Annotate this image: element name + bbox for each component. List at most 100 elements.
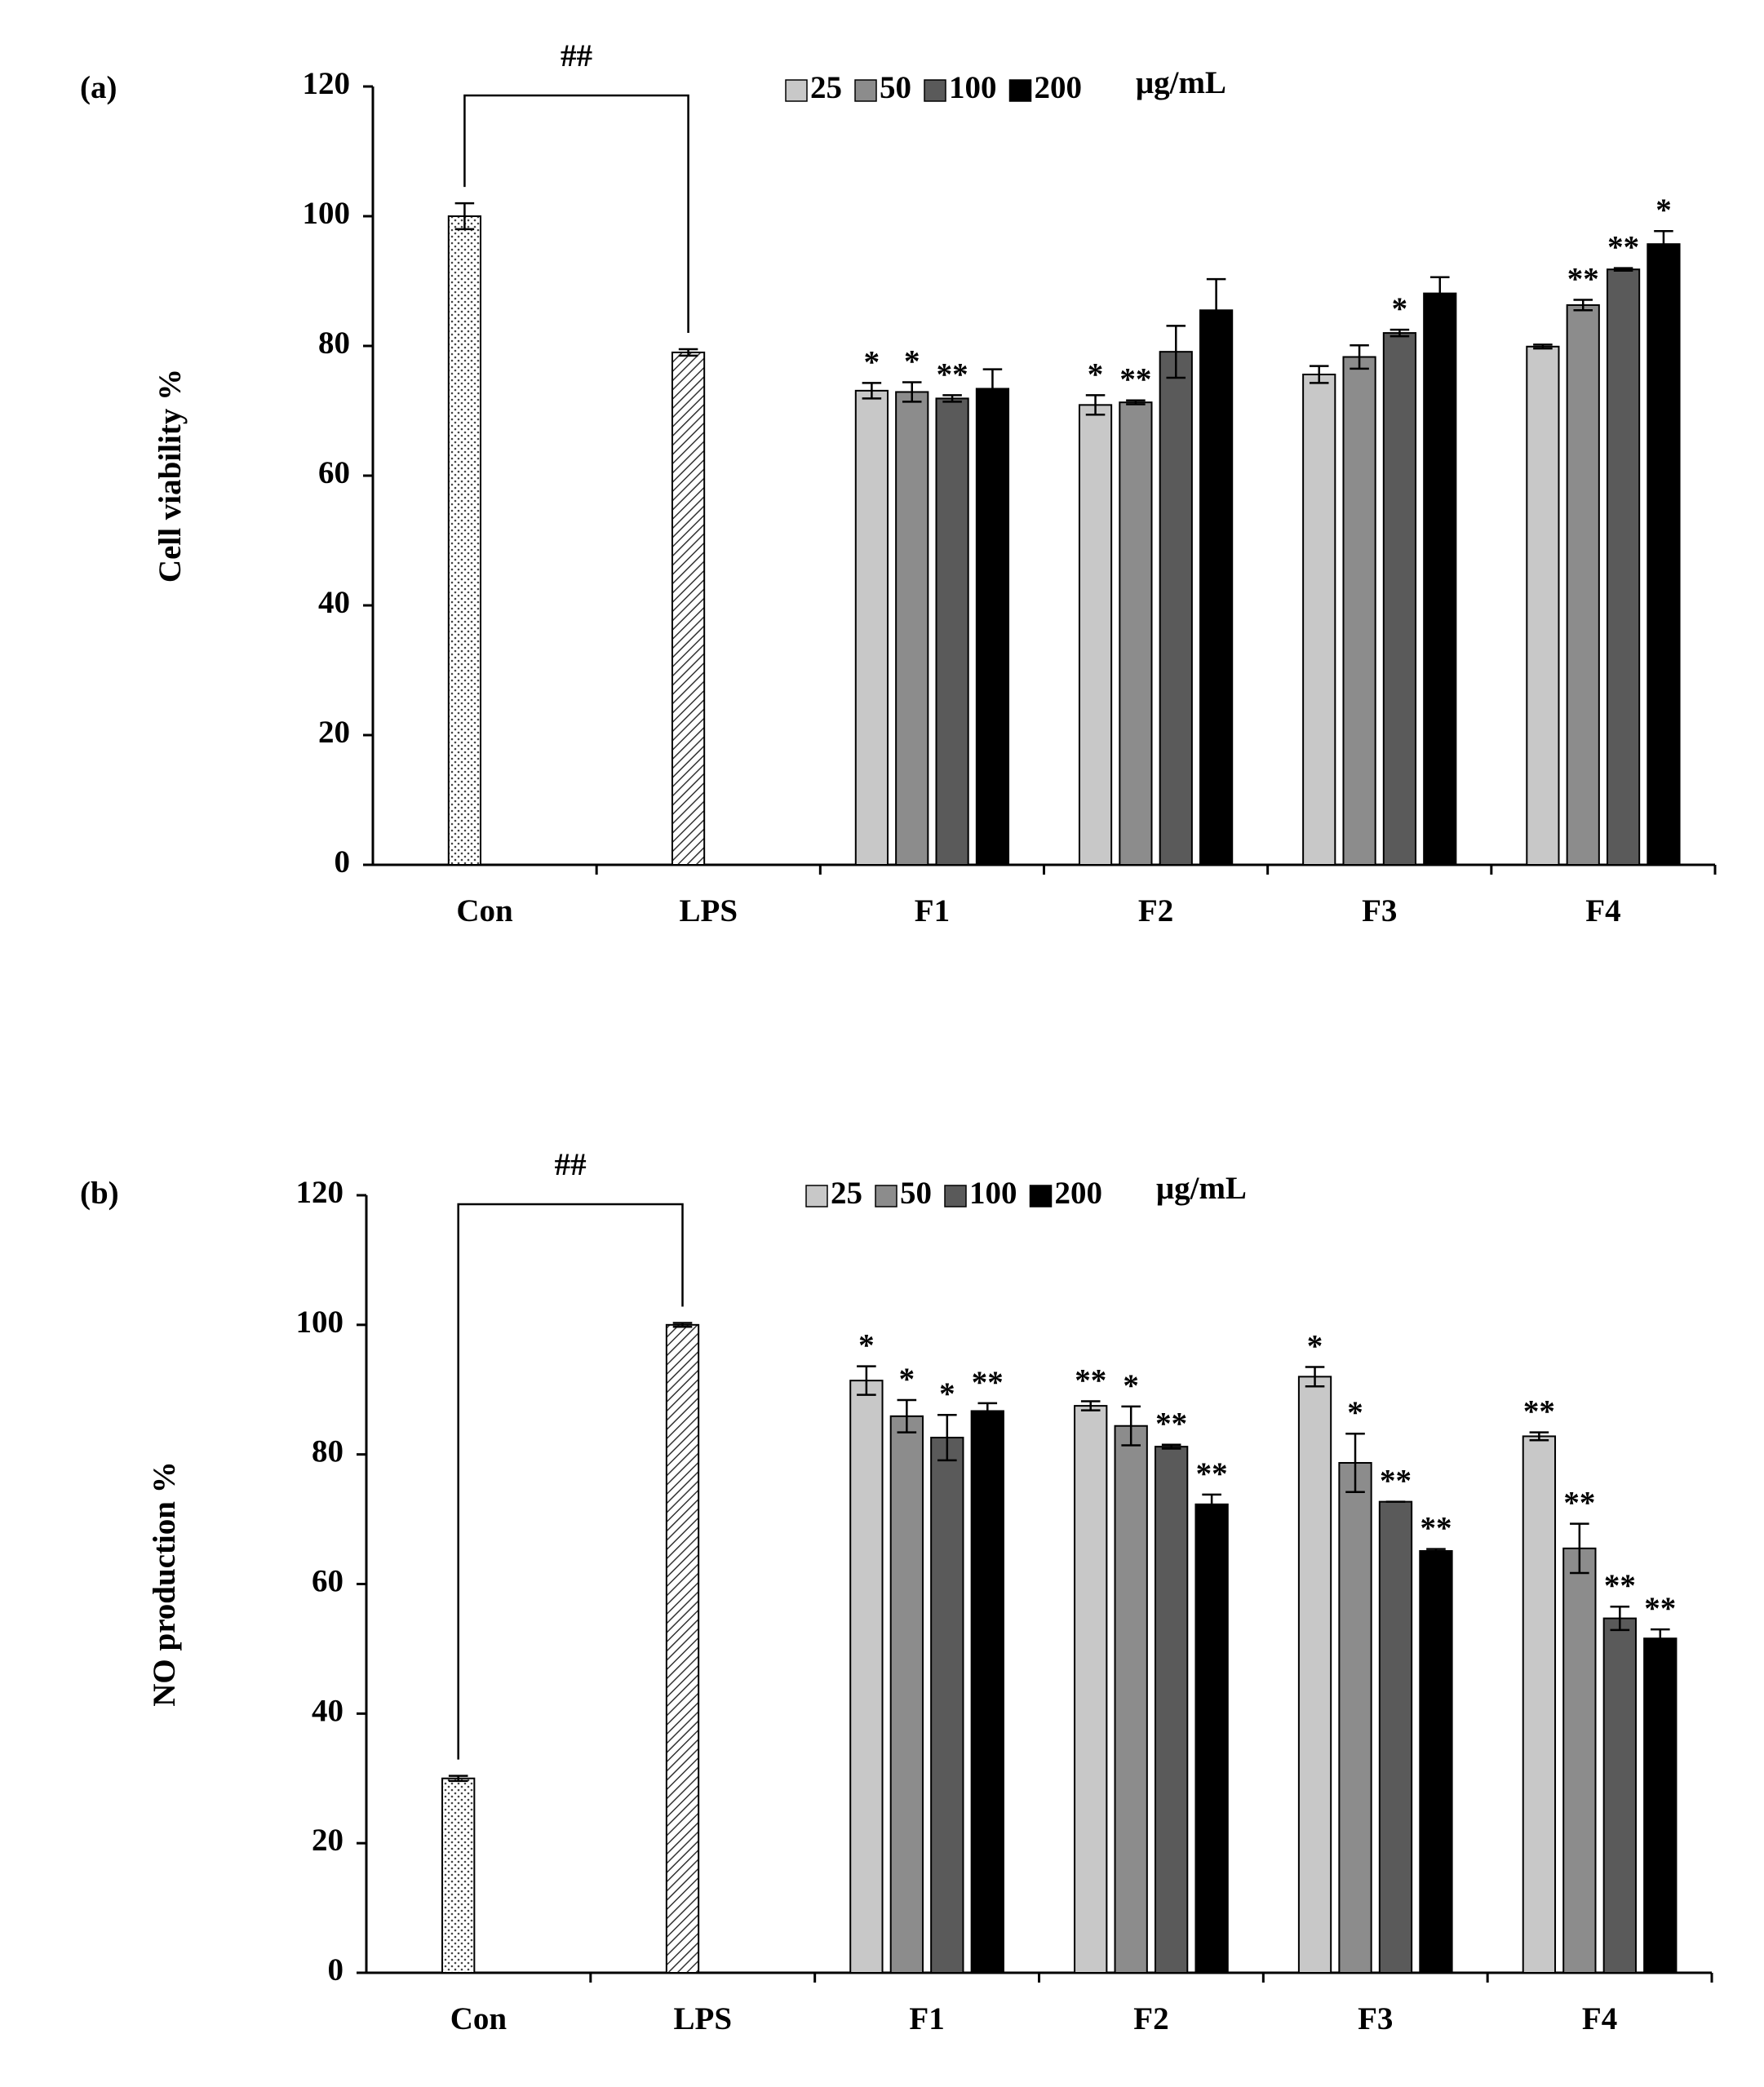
significance-label: * xyxy=(904,343,920,379)
x-tick-label: F4 xyxy=(1582,2001,1617,2036)
bar xyxy=(930,1437,964,1974)
significance-label: ** xyxy=(1380,1464,1412,1499)
error-bar xyxy=(1610,1606,1630,1632)
error-bar xyxy=(1613,267,1633,273)
error-bar xyxy=(672,1322,693,1328)
y-axis-title: NO production % xyxy=(147,1461,182,1707)
error-bar xyxy=(448,1775,468,1783)
significance-label: * xyxy=(899,1362,915,1397)
y-tick-label: 60 xyxy=(318,455,350,490)
bar xyxy=(1119,401,1153,866)
x-tick-label: LPS xyxy=(673,2001,732,2036)
error-bar xyxy=(1202,1493,1221,1515)
legend-swatch xyxy=(875,1185,898,1207)
significance-label: ** xyxy=(1607,230,1639,265)
bar xyxy=(1194,1503,1229,1974)
bar xyxy=(1338,1461,1372,1974)
y-tick-label: 100 xyxy=(303,196,351,231)
bracket xyxy=(463,94,689,333)
significance-label: ** xyxy=(1644,1591,1676,1626)
bracket-label: ## xyxy=(555,1147,587,1182)
error-bar xyxy=(1533,343,1553,350)
bar xyxy=(1643,1637,1678,1974)
error-bar xyxy=(1166,325,1186,379)
bar xyxy=(1606,268,1641,866)
bar xyxy=(1302,373,1336,866)
legend-label: 50 xyxy=(900,1176,932,1211)
error-bar xyxy=(1570,1522,1589,1575)
y-tick-label: 60 xyxy=(312,1563,343,1598)
bracket-label: ## xyxy=(561,38,592,73)
x-tick-label: F3 xyxy=(1358,2001,1393,2036)
legend-swatch xyxy=(944,1185,967,1207)
significance-label: ** xyxy=(1119,362,1151,397)
bar xyxy=(1419,1549,1453,1974)
significance-label: * xyxy=(1655,193,1672,228)
bar xyxy=(849,1380,884,1974)
bar xyxy=(1074,1405,1108,1974)
x-tick-label: Con xyxy=(456,893,513,928)
error-bar xyxy=(1085,394,1106,416)
error-bar xyxy=(1651,1628,1670,1649)
bar xyxy=(1199,309,1234,866)
error-bar xyxy=(1126,399,1146,405)
y-tick-label: 80 xyxy=(312,1434,343,1469)
error-bar xyxy=(1080,1400,1101,1411)
legend-label: 200 xyxy=(1035,70,1083,105)
error-bar xyxy=(1345,1433,1365,1493)
control-bar xyxy=(671,351,706,866)
y-tick-label: 0 xyxy=(328,1952,344,1987)
significance-label: * xyxy=(1347,1395,1363,1430)
error-bar xyxy=(937,1413,957,1462)
bar xyxy=(1647,243,1681,866)
legend-swatch xyxy=(1029,1185,1053,1207)
bar xyxy=(1562,1547,1597,1974)
error-bar xyxy=(1350,343,1369,370)
significance-label: * xyxy=(1307,1328,1323,1363)
legend-swatch xyxy=(805,1185,828,1207)
significance-label: ** xyxy=(937,357,968,392)
bar xyxy=(889,1415,924,1974)
bar xyxy=(1522,1435,1557,1974)
y-tick-label: 0 xyxy=(335,844,351,880)
significance-label: * xyxy=(858,1328,875,1363)
significance-label: * xyxy=(1123,1368,1139,1403)
x-tick-label: Con xyxy=(450,2001,507,2036)
error-bar xyxy=(1426,1548,1446,1554)
control-bar xyxy=(447,215,482,866)
legend-label: 100 xyxy=(949,70,997,105)
x-tick-label: F2 xyxy=(1138,893,1173,928)
unit-label: μg/mL xyxy=(1136,65,1226,100)
bar xyxy=(1566,304,1600,866)
significance-label: * xyxy=(864,344,880,379)
legend-label: 100 xyxy=(969,1176,1017,1211)
error-bar xyxy=(1309,365,1329,384)
error-bar xyxy=(982,368,1003,410)
significance-label: ** xyxy=(1567,262,1599,297)
bar xyxy=(1159,351,1193,866)
x-tick-label: F1 xyxy=(915,893,950,928)
x-tick-label: F1 xyxy=(909,2001,944,2036)
bar xyxy=(854,389,889,866)
panel-label: (a) xyxy=(80,70,117,105)
error-bar xyxy=(1654,230,1673,259)
y-tick-label: 40 xyxy=(318,585,350,620)
bar xyxy=(1155,1446,1189,1974)
bar xyxy=(975,388,1010,866)
bar xyxy=(935,397,969,866)
axes xyxy=(371,86,1715,866)
error-bar xyxy=(1389,328,1410,338)
error-bar xyxy=(454,202,475,231)
error-bar xyxy=(1305,1366,1325,1388)
y-tick-label: 20 xyxy=(312,1823,343,1858)
bracket xyxy=(457,1203,684,1760)
error-bar xyxy=(942,394,962,403)
significance-label: ** xyxy=(1155,1407,1187,1442)
y-tick-label: 80 xyxy=(318,326,350,361)
error-bar xyxy=(1529,1431,1549,1442)
legend-label: 200 xyxy=(1055,1176,1103,1211)
significance-label: ** xyxy=(1563,1486,1595,1521)
axes xyxy=(365,1195,1712,1974)
control-bar xyxy=(441,1777,476,1974)
unit-label: μg/mL xyxy=(1156,1171,1247,1206)
